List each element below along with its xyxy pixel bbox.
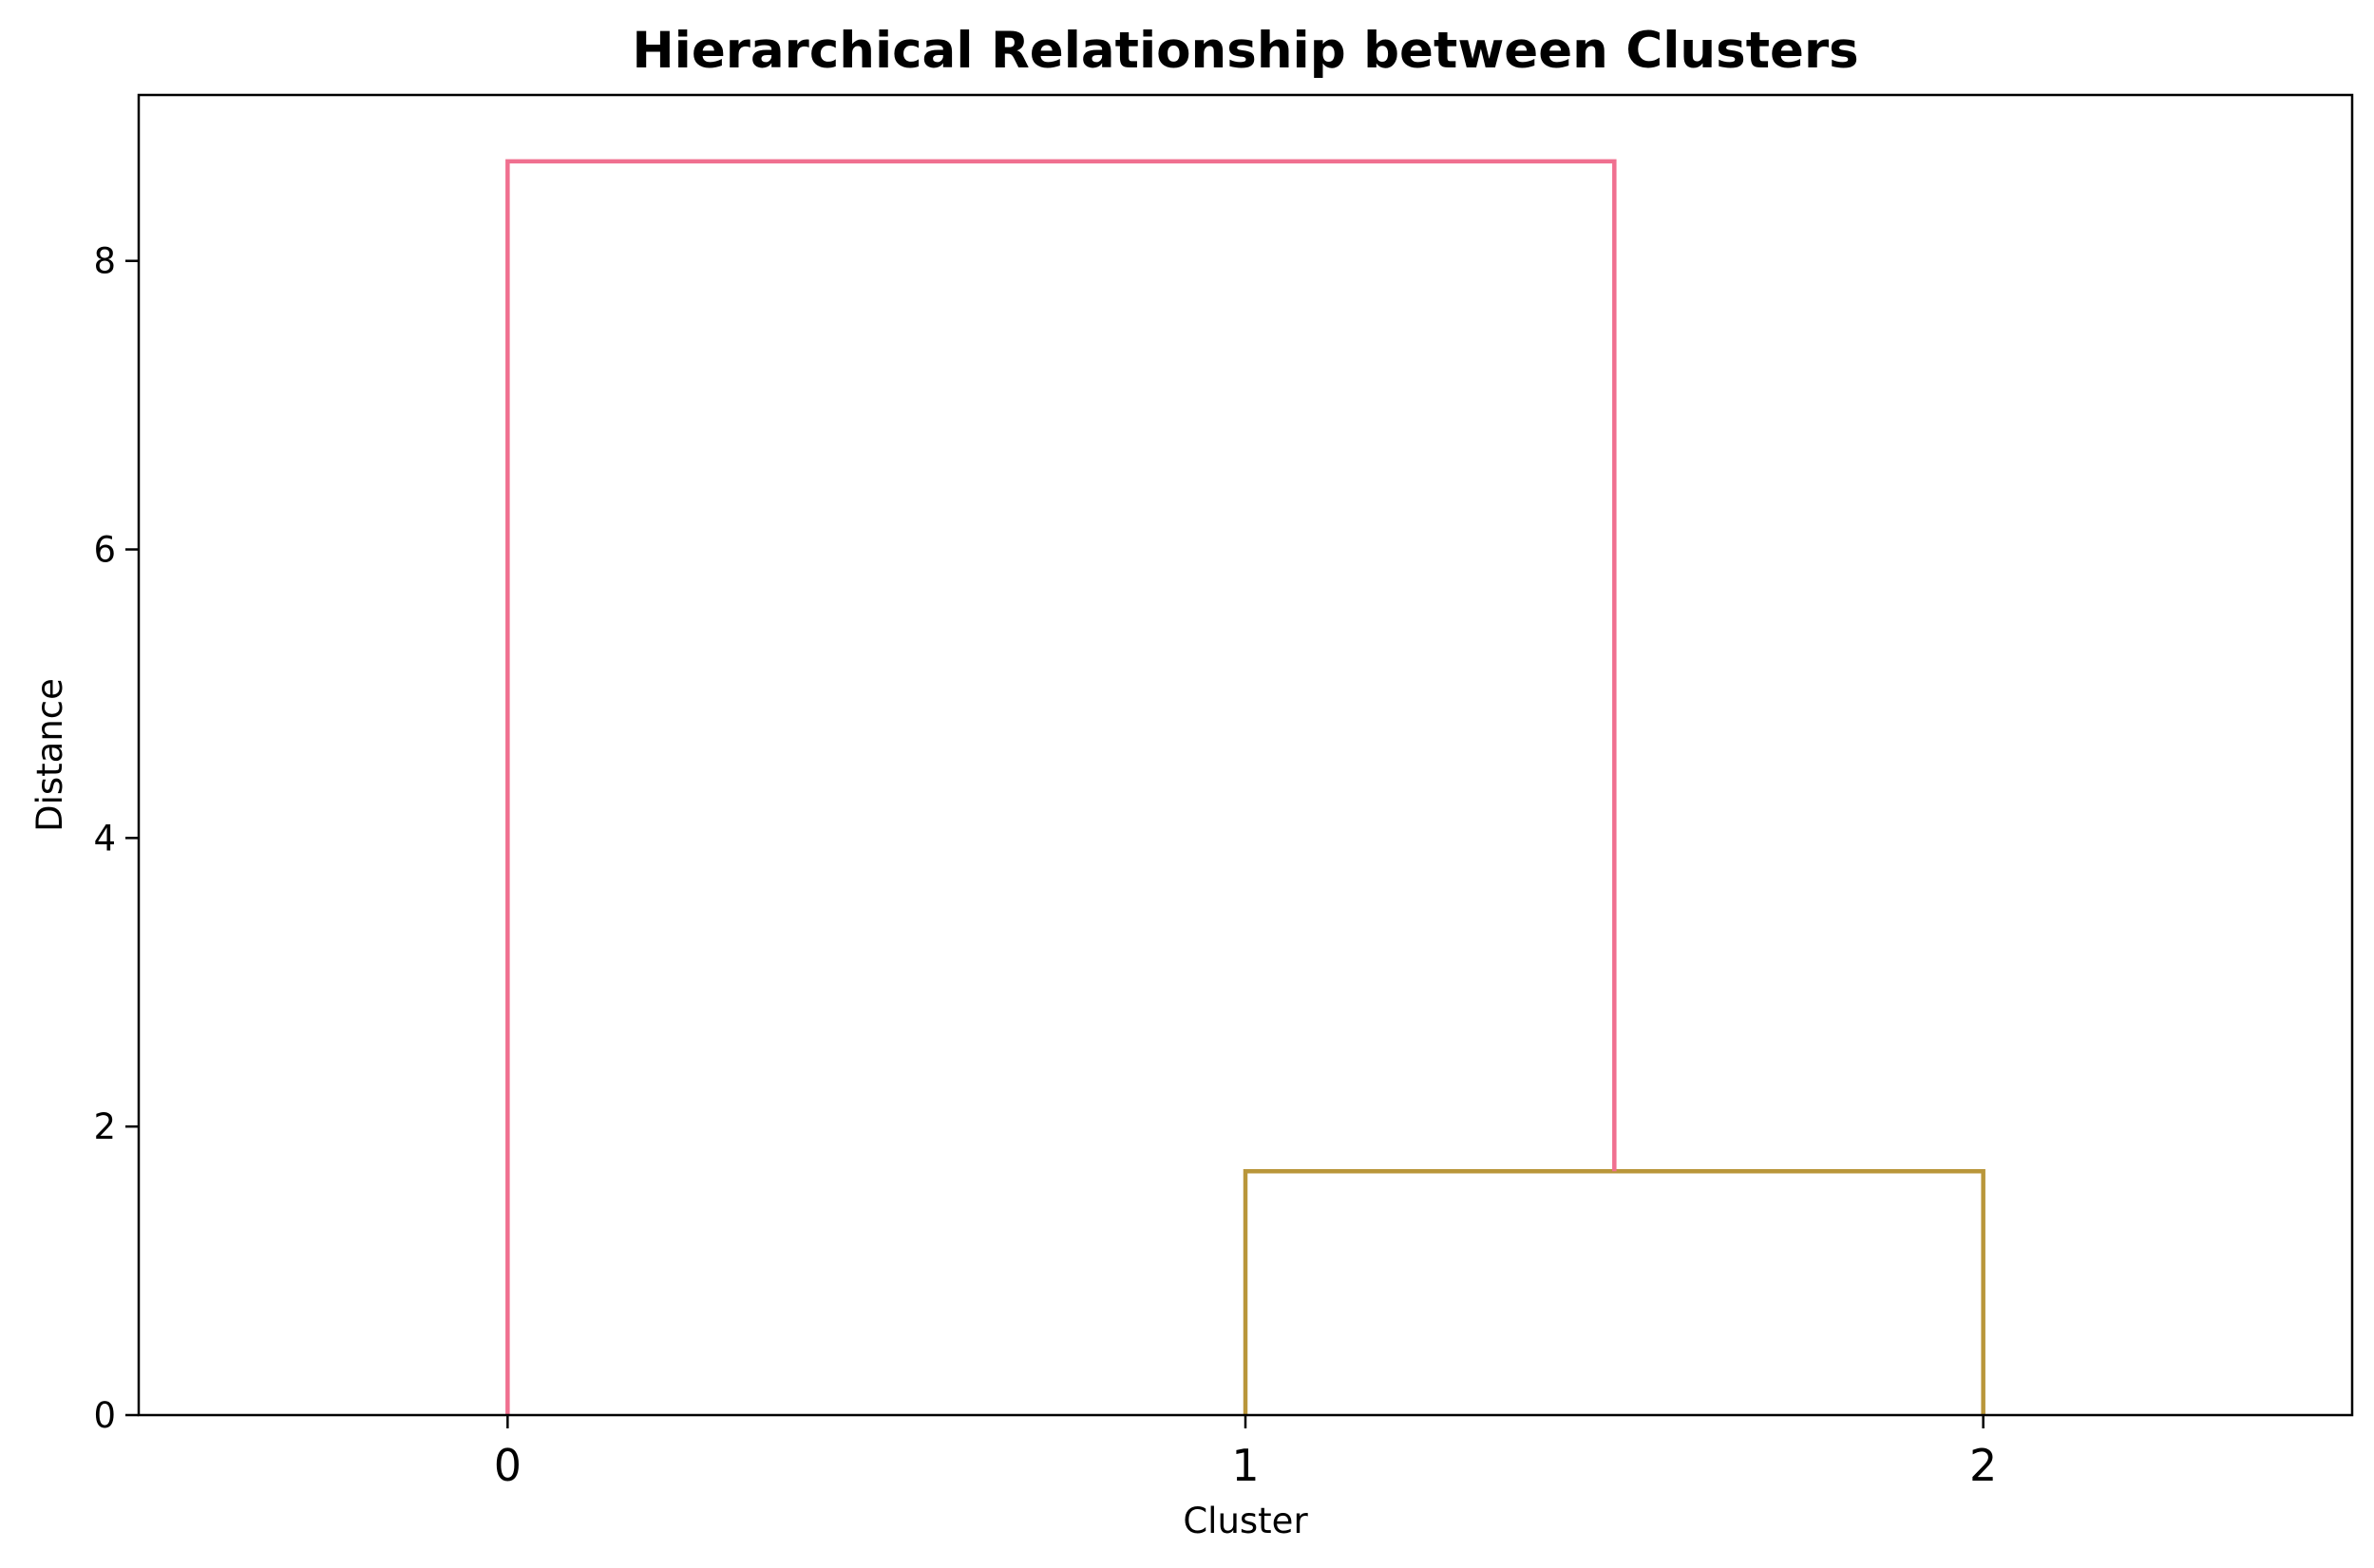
dendrogram-link [1243, 1169, 1985, 1415]
x-axis-label: Cluster [1183, 1501, 1308, 1541]
dendrogram-link [505, 159, 1617, 1415]
x-axis-ticks: 0 1 2 [494, 1415, 1997, 1491]
x-tick-label: 0 [494, 1440, 522, 1491]
y-tick-label: 6 [93, 530, 116, 571]
y-tick-label: 4 [93, 818, 116, 859]
y-axis-label: Distance [29, 678, 70, 832]
plot-frame [137, 93, 2354, 1417]
x-tick-label: 1 [1231, 1440, 1259, 1491]
y-axis-ticks: 0 2 4 6 8 [93, 241, 139, 1436]
y-tick-label: 0 [93, 1395, 116, 1436]
chart-title: Hierarchical Relationship between Cluste… [632, 22, 1858, 80]
y-tick-label: 8 [93, 241, 116, 282]
x-tick-label: 2 [1969, 1440, 1997, 1491]
dendrogram-links [505, 159, 1985, 1415]
y-tick-label: 2 [93, 1106, 116, 1147]
